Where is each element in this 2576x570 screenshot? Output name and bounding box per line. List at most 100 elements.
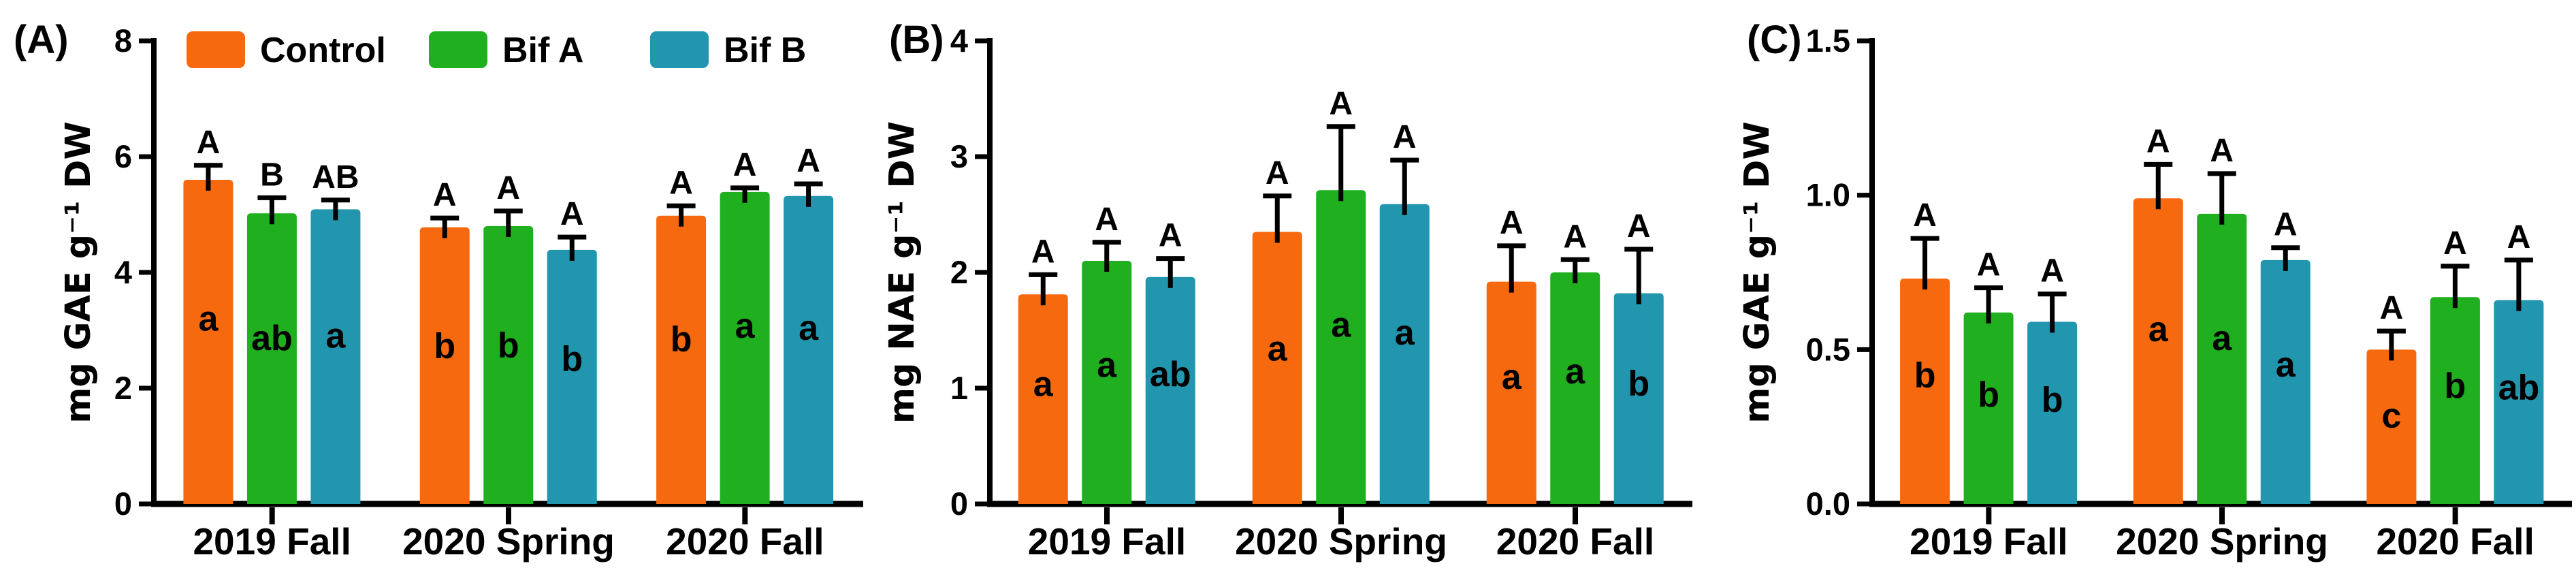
- y-tick-label: 0: [950, 486, 968, 522]
- sig-letter-above: A: [2146, 123, 2170, 159]
- legend-label-bif-b: Bif B: [724, 31, 806, 70]
- y-tick-label: 4: [114, 254, 132, 290]
- sig-letter-above: A: [2507, 219, 2531, 255]
- panel-label--b-: (B): [889, 18, 944, 62]
- sig-letter-inside: a: [799, 308, 819, 348]
- x-tick-label-2019-fall: 2019 Fall: [1028, 520, 1186, 563]
- sig-letter-inside: a: [198, 300, 219, 339]
- sig-letter-inside: b: [2445, 366, 2466, 406]
- sig-letter-above: A: [2274, 207, 2298, 243]
- sig-letter-inside: a: [1268, 329, 1288, 368]
- y-tick-label: 2: [114, 370, 132, 406]
- sig-letter-above: A: [2040, 253, 2064, 289]
- bar-bif-a-2020-spring: [1316, 190, 1366, 504]
- bar-control-2019-fall: [1018, 294, 1068, 504]
- y-axis-title: mg NAE g⁻¹ DW: [882, 121, 922, 424]
- sig-letter-inside: a: [2276, 345, 2296, 385]
- y-tick-label: 0: [114, 486, 132, 522]
- sig-letter-inside: b: [498, 326, 519, 365]
- sig-letter-above: A: [1329, 86, 1353, 122]
- y-axis-title: mg GAE g⁻¹ DW: [1737, 121, 1777, 423]
- sig-letter-inside: a: [735, 306, 756, 346]
- sig-letter-inside: a: [1097, 346, 1117, 385]
- bar-control-2020-fall: [1486, 281, 1536, 504]
- bar-bif-a-2020-fall: [1550, 272, 1600, 504]
- bar-bif-b-2020-fall: [784, 195, 834, 504]
- sig-letter-above: A: [1563, 219, 1587, 255]
- y-tick-label: 1.0: [1806, 177, 1850, 213]
- sig-letter-above: A: [1977, 247, 2001, 283]
- bar-control-2019-fall: [183, 180, 234, 504]
- y-tick-label: 2: [950, 254, 968, 290]
- panel--c-: (C) 0.0 0.5 1.0 1.5 mg GAE g⁻¹ DW 2019 Fall Ab A…: [1737, 18, 2572, 563]
- bar-control-2020-spring: [419, 227, 470, 504]
- x-tick-label-2020-fall: 2020 Fall: [2376, 520, 2534, 563]
- y-tick-label: 8: [114, 22, 132, 59]
- sig-letter-above: A: [796, 143, 820, 179]
- x-tick-label-2020-spring: 2020 Spring: [402, 520, 615, 563]
- bar-control-2020-fall: [2366, 349, 2417, 504]
- legend-swatch-bif-a: [429, 31, 487, 68]
- bar-bif-b-2020-spring: [2260, 259, 2311, 504]
- panel-label--a-: (A): [14, 18, 69, 62]
- y-tick-label: 1: [950, 370, 968, 406]
- sig-letter-above: A: [2380, 290, 2404, 326]
- sig-letter-above: A: [669, 165, 693, 201]
- sig-letter-inside: a: [1502, 358, 1522, 397]
- sig-letter-inside: b: [1628, 364, 1649, 404]
- bar-bif-b-2020-fall: [2494, 300, 2544, 504]
- sig-letter-inside: b: [2042, 381, 2063, 420]
- sig-letter-inside: a: [325, 316, 346, 355]
- sig-letter-inside: b: [1914, 355, 1936, 395]
- sig-letter-above: A: [1393, 119, 1417, 155]
- legend-swatch-control: [187, 31, 245, 68]
- x-tick-label-2020-fall: 2020 Fall: [666, 520, 824, 563]
- bar-bif-a-2019-fall: [246, 213, 297, 504]
- sig-letter-above: A: [197, 125, 221, 161]
- bar-bif-a-2019-fall: [1963, 312, 2014, 504]
- bar-bif-b-2019-fall: [2027, 321, 2078, 504]
- x-tick-label-2019-fall: 2019 Fall: [193, 520, 351, 563]
- legend-label-bif-a: Bif A: [502, 31, 583, 70]
- bar-bif-a-2020-spring: [483, 226, 534, 504]
- bar-bif-b-2020-fall: [1613, 293, 1664, 504]
- sig-letter-inside: b: [434, 326, 455, 366]
- legend-swatch-bif-b: [650, 31, 709, 68]
- x-tick-label-2019-fall: 2019 Fall: [1910, 520, 2067, 563]
- y-tick-label: 4: [950, 22, 968, 59]
- sig-letter-above: A: [2443, 225, 2467, 262]
- sig-letter-above: A: [1031, 234, 1055, 270]
- sig-letter-above: A: [560, 196, 584, 232]
- sig-letter-inside: a: [1331, 305, 1351, 345]
- y-tick-label: 6: [114, 138, 132, 174]
- bar-bif-b-2020-spring: [1379, 204, 1430, 504]
- sig-letter-inside: a: [1395, 313, 1415, 353]
- bar-control-2020-spring: [1252, 232, 1302, 504]
- legend-label-control: Control: [260, 31, 386, 70]
- y-axis-title: mg GAE g⁻¹ DW: [59, 121, 99, 423]
- y-tick-label: 3: [950, 138, 968, 174]
- sig-letter-above: A: [2210, 133, 2234, 169]
- sig-letter-above: A: [1913, 197, 1937, 234]
- sig-letter-inside: a: [1565, 352, 1585, 392]
- panel--b-: (B) 0 1 2 3 4 mg NAE g⁻¹ DW 2019 Fall Aa Aa Aa b 202…: [882, 18, 1692, 563]
- sig-letter-above: A: [496, 170, 520, 206]
- sig-letter-inside: c: [2381, 396, 2401, 436]
- y-tick-label: 0.0: [1806, 486, 1850, 522]
- sig-letter-above: A: [1159, 218, 1182, 254]
- sig-letter-above: A: [433, 177, 457, 213]
- sig-letter-above: A: [1095, 202, 1118, 238]
- bar-control-2020-spring: [2133, 198, 2183, 504]
- bar-bif-a-2020-fall: [720, 191, 770, 504]
- sig-letter-inside: ab: [2498, 368, 2540, 407]
- legend: Control Bif A Bif B: [187, 31, 806, 70]
- x-tick-label-2020-spring: 2020 Spring: [1235, 520, 1447, 563]
- sig-letter-inside: a: [2212, 319, 2232, 358]
- bar-control-2020-fall: [656, 215, 707, 504]
- sig-letter-inside: b: [671, 320, 692, 360]
- sig-letter-above: B: [260, 157, 284, 193]
- y-tick-label: 1.5: [1806, 22, 1850, 59]
